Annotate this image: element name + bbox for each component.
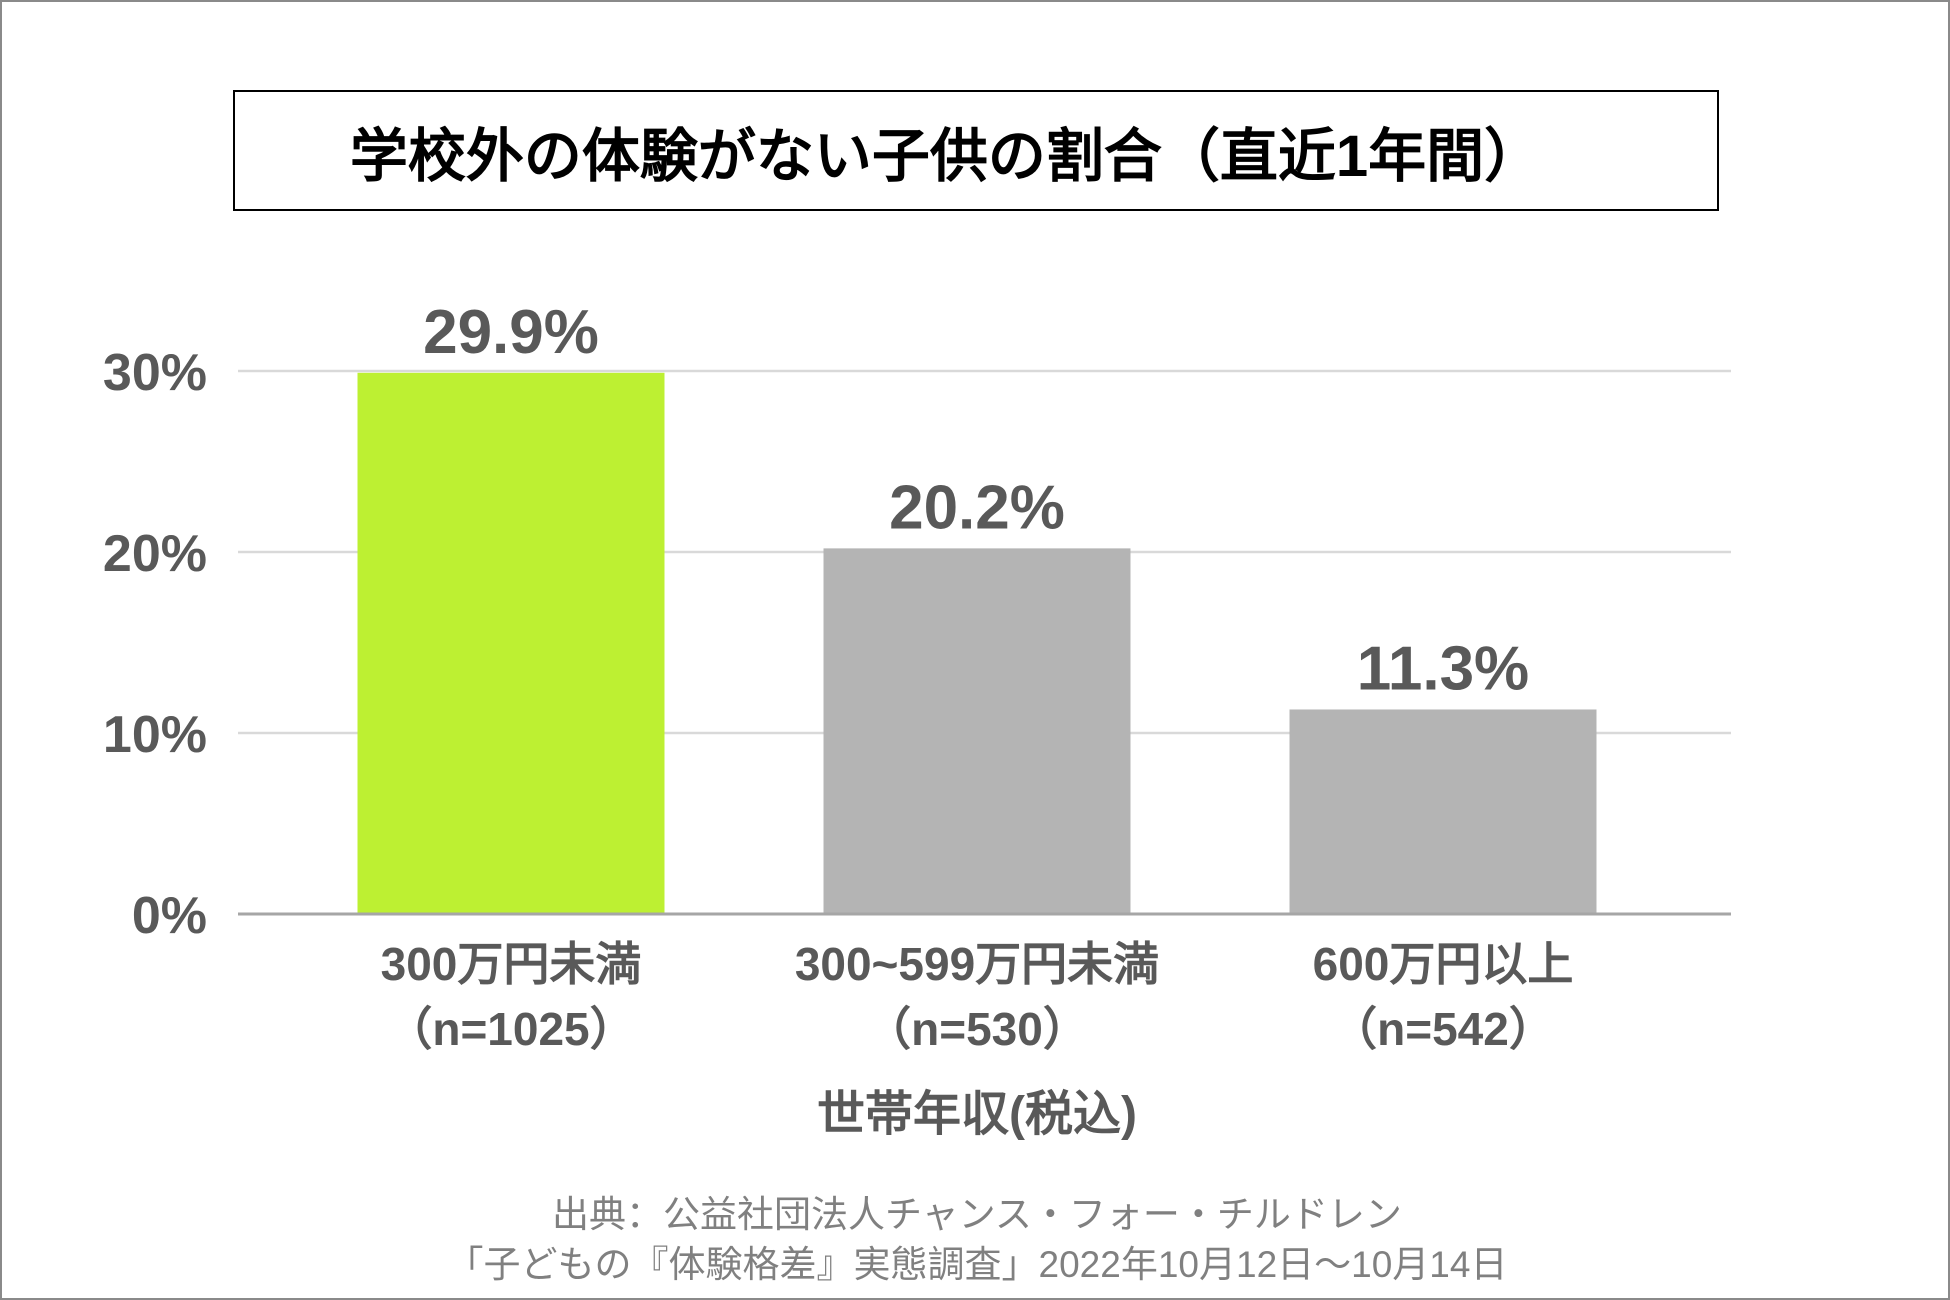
bar-1 — [823, 548, 1131, 914]
source-line-2: 「子どもの『体験格差』実態調査」2022年10月12日～10月14日 — [446, 1244, 1508, 1285]
category-label-0: 300万円未満 — [381, 938, 642, 990]
sample-size-label-2: （n=542） — [1331, 1003, 1555, 1055]
data-label-0: 29.9% — [423, 298, 599, 367]
y-tick-label-30: 30% — [103, 344, 207, 402]
data-label-1: 20.2% — [889, 473, 1065, 542]
chart-labels: 0% 10% 20% 30% 29.9% 300万円未満 （n=1025） 20.2% 300~… — [103, 298, 1573, 1055]
sample-size-label-0: （n=1025） — [386, 1003, 635, 1055]
category-label-1: 300~599万円未満 — [795, 938, 1159, 990]
y-tick-label-10: 10% — [103, 706, 207, 764]
bar-0 — [357, 372, 665, 914]
bars — [357, 372, 1597, 914]
data-label-2: 11.3% — [1357, 634, 1529, 703]
y-tick-label-0: 0% — [132, 887, 207, 945]
source-line-1: 出典：公益社団法人チャンス・フォー・チルドレン — [552, 1194, 1402, 1235]
chart-title: 学校外の体験がない子供の割合（直近1年間） — [349, 123, 1543, 189]
y-tick-label-20: 20% — [103, 525, 207, 583]
category-label-2: 600万円以上 — [1313, 938, 1574, 990]
sample-size-label-1: （n=530） — [865, 1003, 1089, 1055]
x-axis-title: 世帯年収(税込) — [817, 1088, 1137, 1141]
bar-2 — [1289, 709, 1597, 914]
chart-title-box: 学校外の体験がない子供の割合（直近1年間） — [233, 90, 1719, 211]
source-note: 出典：公益社団法人チャンス・フォー・チルドレン 「子どもの『体験格差』実態調査」… — [2, 1190, 1948, 1290]
